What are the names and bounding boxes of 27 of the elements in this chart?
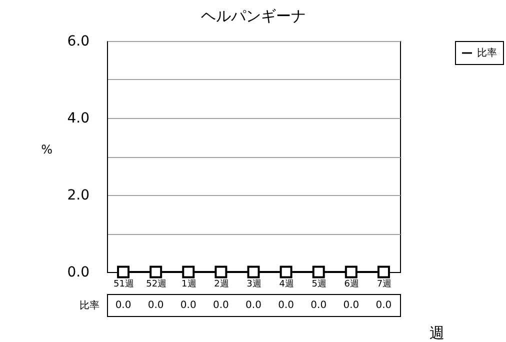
y-tick-label: 4.0: [67, 110, 90, 126]
legend-label: 比率: [477, 47, 497, 59]
data-label: 0.0: [278, 300, 294, 311]
x-tick-label: 6週: [344, 278, 360, 290]
data-label: 0.0: [310, 300, 327, 311]
y-tick-label: 0.0: [67, 264, 90, 280]
data-label: 0.0: [343, 300, 360, 311]
y-axis-title: %: [41, 142, 52, 156]
y-tick-label: 6.0: [67, 34, 90, 50]
chart-title: ヘルパンギーナ: [201, 7, 306, 25]
x-tick-label: 3週: [246, 278, 262, 290]
data-label: 0.0: [180, 300, 196, 311]
x-tick-label: 7週: [376, 278, 392, 290]
x-tick-label: 4週: [279, 278, 294, 290]
text: 比率: [80, 300, 100, 312]
data-label: 0.0: [376, 300, 392, 311]
x-tick-label: 1週: [182, 278, 196, 290]
x-axis-title: 週: [430, 324, 444, 342]
x-tick-label: 52週: [146, 278, 167, 290]
y-tick-label: 2.0: [67, 188, 90, 204]
x-tick-label: 2週: [214, 278, 229, 290]
x-tick-label: 5週: [312, 278, 326, 290]
data-label: 0.0: [246, 300, 262, 311]
data-label: 0.0: [212, 300, 229, 311]
data-label: 0.0: [148, 300, 164, 311]
data-label: 0.0: [115, 300, 132, 311]
x-tick-label: 51週: [114, 278, 134, 290]
